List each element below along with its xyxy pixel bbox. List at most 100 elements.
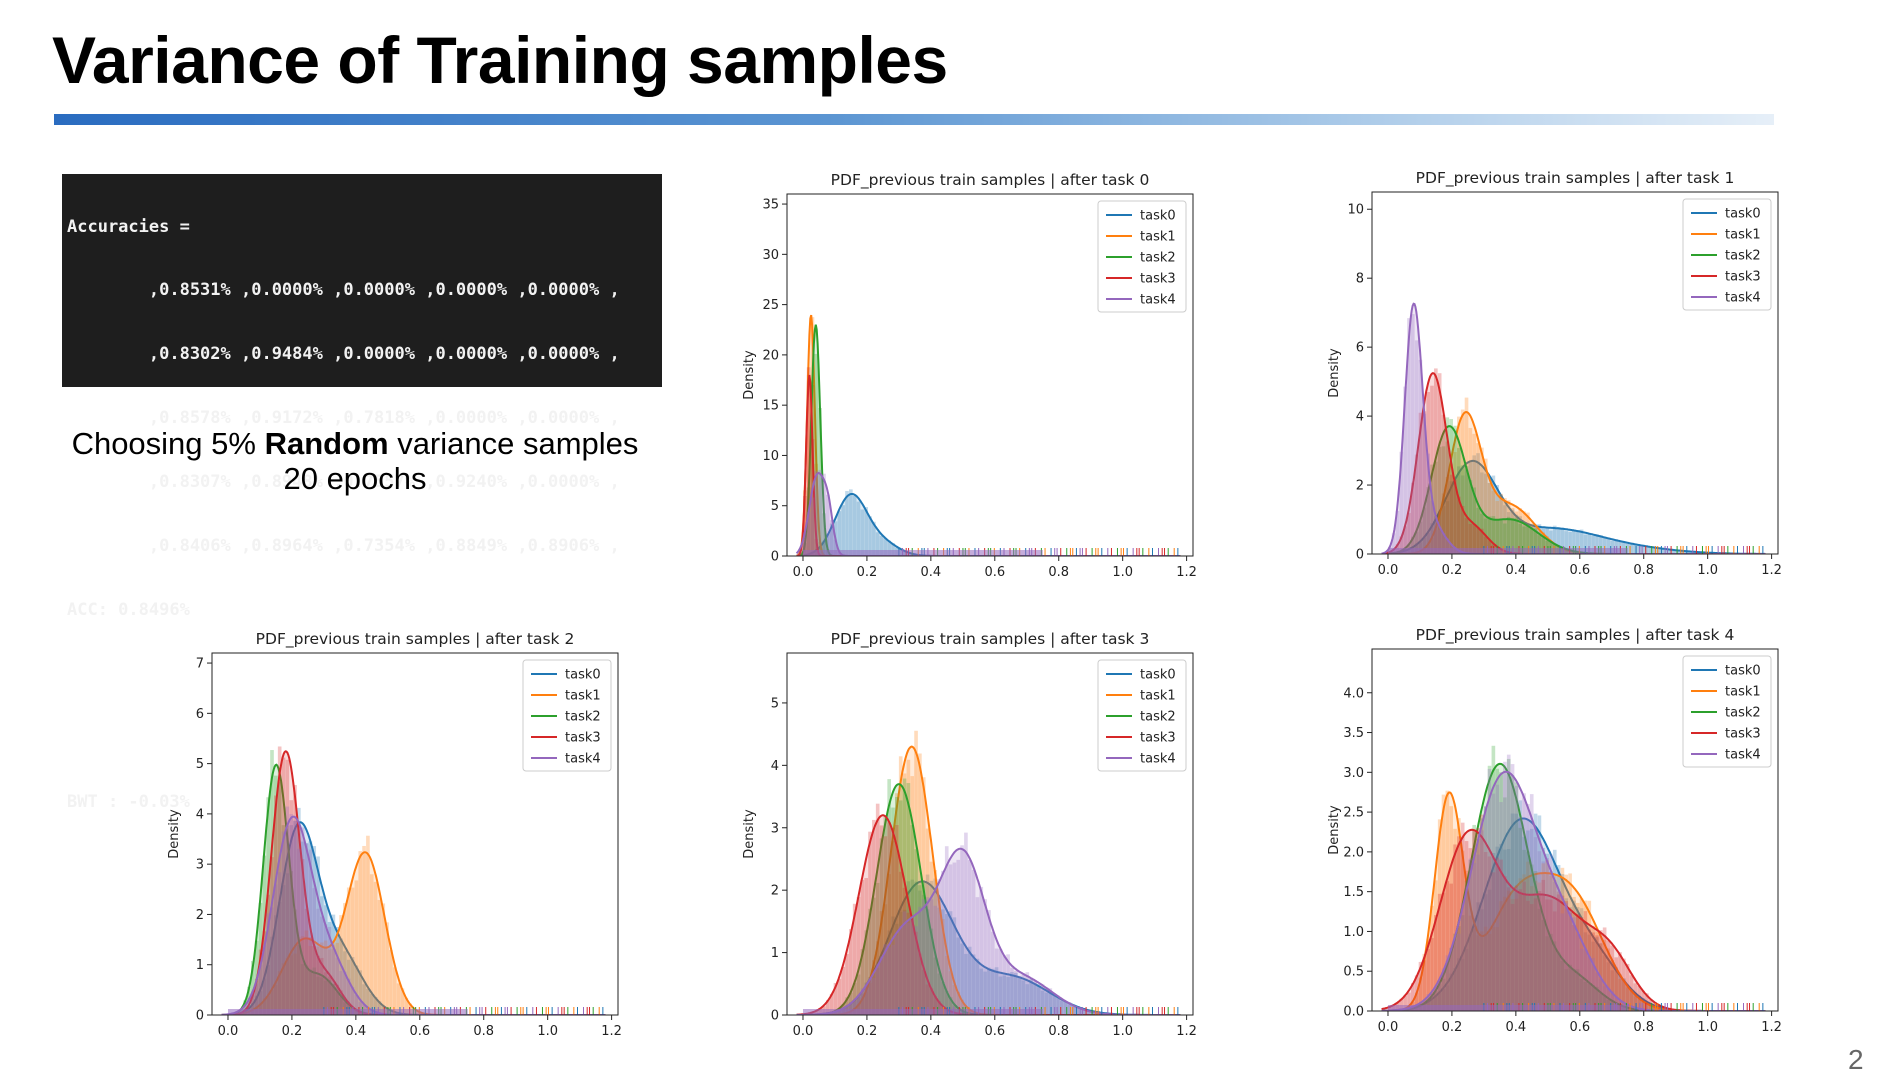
- histogram-bar-task1: [1656, 1008, 1661, 1011]
- histogram-bar-task2: [277, 781, 282, 1015]
- histogram-bar-task4: [358, 1001, 363, 1015]
- histogram-bar-task2: [1487, 516, 1492, 554]
- histogram-bar-task0: [316, 856, 320, 1015]
- histogram-bar-task0: [1579, 908, 1584, 1011]
- histogram-bar-task0: [883, 538, 888, 556]
- histogram-bar-task1: [404, 997, 409, 1015]
- histogram-bar-task3: [852, 903, 857, 1015]
- histogram-bar-task3: [1614, 957, 1618, 1011]
- histogram-bar-task1: [281, 963, 286, 1015]
- histogram-bar-task0: [373, 996, 378, 1015]
- histogram-bar-task0: [1518, 516, 1523, 554]
- histogram-bar-task3: [1568, 912, 1572, 1011]
- histogram-bar-task0: [1002, 975, 1007, 1015]
- histogram-bar-task4: [929, 899, 934, 1015]
- histogram-bar-task3: [1625, 963, 1630, 1011]
- histogram-bar-task3: [1487, 540, 1492, 554]
- histogram-bar-task3: [1533, 898, 1538, 1011]
- histogram-bar-task0: [1671, 550, 1676, 554]
- histogram-bar-task0: [346, 959, 351, 1015]
- histogram-bar-task4: [960, 845, 964, 1015]
- histogram-bar-task3: [868, 831, 872, 1015]
- histogram-bar-task3: [300, 859, 305, 1015]
- histogram-bar-task0: [1668, 549, 1672, 554]
- y-tick-label: 4: [196, 807, 204, 822]
- y-tick-label: 0: [771, 550, 779, 565]
- histogram-bar-task0: [971, 954, 976, 1015]
- density-curve-task4: [1381, 302, 1766, 554]
- histogram-bar-task4: [304, 843, 309, 1015]
- histogram-bar-task3: [1541, 879, 1546, 1011]
- histogram-bar-task4: [806, 511, 811, 556]
- histogram-bar-task0: [1010, 972, 1014, 1015]
- histogram-bar-task0: [1572, 900, 1576, 1011]
- histogram-bar-task2: [1445, 417, 1450, 554]
- histogram-bar-task4: [1522, 793, 1526, 1011]
- histogram-bar-task0: [335, 926, 340, 1015]
- histogram-bar-task4: [1587, 956, 1592, 1011]
- histogram-bar-task1: [1437, 819, 1442, 1011]
- histogram-bar-task2: [1522, 849, 1526, 1011]
- histogram-bar-task1: [320, 942, 324, 1015]
- histogram-bar-task0: [1633, 544, 1638, 554]
- legend-label-task4: task4: [1140, 752, 1176, 767]
- histogram-bar-task4: [921, 899, 926, 1015]
- histogram-bar-task0: [1499, 843, 1503, 1011]
- histogram-bar-task1: [1476, 935, 1480, 1011]
- x-tick-label: 0.0: [1378, 1020, 1399, 1035]
- histogram-bar-task4: [983, 899, 987, 1015]
- histogram-bar-task2: [1480, 513, 1484, 554]
- rug-band: [1387, 548, 1628, 554]
- histogram-bar-task1: [400, 988, 405, 1015]
- histogram-bar-task2: [1468, 859, 1473, 1011]
- histogram-bar-task2: [1464, 880, 1469, 1011]
- density-fill-task0: [796, 494, 1181, 556]
- histogram-bar-task0: [872, 521, 876, 556]
- histogram-bar-task0: [1029, 979, 1033, 1015]
- histogram-bar-task2: [1464, 466, 1469, 554]
- histogram-bar-task0: [1056, 995, 1060, 1015]
- histogram-bar-task3: [1403, 995, 1407, 1011]
- histogram-bar-task1: [289, 955, 293, 1015]
- histogram-bar-task2: [320, 977, 324, 1015]
- histogram-bar-task1: [316, 946, 320, 1015]
- histogram-bar-task1: [300, 936, 305, 1015]
- histogram-bar-task4: [1483, 806, 1488, 1011]
- histogram-bar-task4: [868, 979, 872, 1015]
- histogram-bar-task4: [883, 944, 888, 1015]
- histogram-bar-task0: [1633, 993, 1638, 1011]
- histogram-bar-task0: [1422, 537, 1427, 554]
- histogram-bar-task3: [343, 997, 347, 1015]
- histogram-bar-task0: [1652, 1006, 1657, 1011]
- terminal-line: ,0.8531% ,0.0000% ,0.0000% ,0.0000% ,0.0…: [67, 280, 620, 301]
- caption-suffix: variance samples: [388, 426, 639, 461]
- histogram-bar-task2: [1514, 782, 1519, 1011]
- histogram-bar-task4: [251, 991, 255, 1015]
- histogram-bar-task2: [1491, 516, 1496, 554]
- histogram-bar-task4: [1418, 359, 1423, 554]
- legend-label-task3: task3: [565, 731, 601, 746]
- y-tick-label: 6: [1356, 341, 1364, 356]
- histogram-bar-task0: [1434, 994, 1438, 1011]
- histogram-bar-task3: [1595, 935, 1599, 1011]
- histogram-bar-task3: [1564, 901, 1569, 1011]
- histogram-bar-task3: [1453, 844, 1457, 1011]
- histogram-bar-task2: [1453, 425, 1457, 554]
- histogram-bar-task1: [818, 541, 822, 556]
- histogram-bar-task0: [964, 953, 968, 1015]
- density-layers: [221, 746, 606, 1015]
- histogram-bar-task4: [887, 947, 892, 1015]
- histogram-bar-task4: [814, 470, 819, 556]
- histogram-bar-task3: [875, 803, 880, 1015]
- histogram-bar-task3: [879, 825, 884, 1015]
- histogram-bar-task0: [1656, 547, 1661, 554]
- histogram-bar-task4: [350, 986, 355, 1015]
- histogram-bar-task0: [1464, 469, 1469, 554]
- histogram-bar-task3: [918, 953, 922, 1015]
- histogram-bar-task4: [1010, 967, 1014, 1015]
- caption-prefix: Choosing 5%: [71, 426, 265, 461]
- histogram-bar-task1: [1541, 863, 1546, 1011]
- histogram-bar-task3: [1422, 411, 1427, 554]
- histogram-bar-task4: [1002, 955, 1007, 1015]
- histogram-bar-task2: [1537, 908, 1542, 1011]
